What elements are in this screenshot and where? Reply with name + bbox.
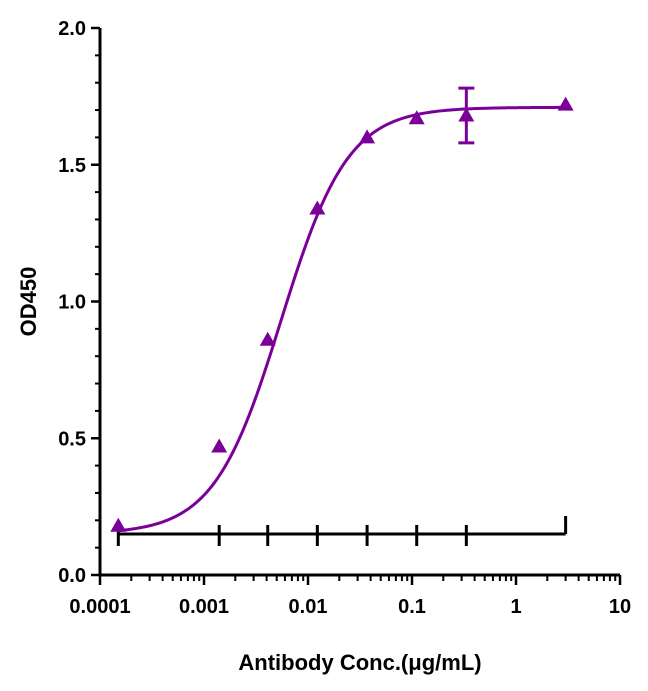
data-point xyxy=(259,331,276,346)
baseline-series xyxy=(116,515,568,546)
fit-curve xyxy=(118,105,566,533)
x-tick-label: 0.01 xyxy=(289,596,328,618)
data-points xyxy=(110,86,574,532)
data-point xyxy=(211,438,228,453)
axes: 0.0 0.5 1.0 1.5 2.0 0.0001 0.001 0.01 0.1 1 10 xyxy=(58,18,631,618)
y-axis-title: OD450 xyxy=(16,267,41,337)
y-tick-label: 1.0 xyxy=(58,292,86,314)
x-tick-label: 0.001 xyxy=(179,596,229,618)
data-point xyxy=(408,110,425,125)
data-point xyxy=(458,107,475,122)
data-point xyxy=(309,200,326,215)
data-point xyxy=(110,517,127,532)
y-tick-label: 0.0 xyxy=(58,565,86,587)
data-point xyxy=(557,96,574,111)
x-axis-title: Antibody Conc.(μg/mL) xyxy=(238,650,481,675)
y-tick-label: 0.5 xyxy=(58,428,86,450)
x-tick-label: 0.1 xyxy=(398,596,426,618)
fit-curve-layer xyxy=(118,105,566,533)
y-tick-label: 2.0 xyxy=(58,18,86,40)
y-tick-label: 1.5 xyxy=(58,155,86,177)
x-tick-label: 10 xyxy=(609,596,631,618)
x-tick-label: 1 xyxy=(510,596,521,618)
data-point xyxy=(359,129,376,144)
x-tick-label: 0.0001 xyxy=(69,596,130,618)
